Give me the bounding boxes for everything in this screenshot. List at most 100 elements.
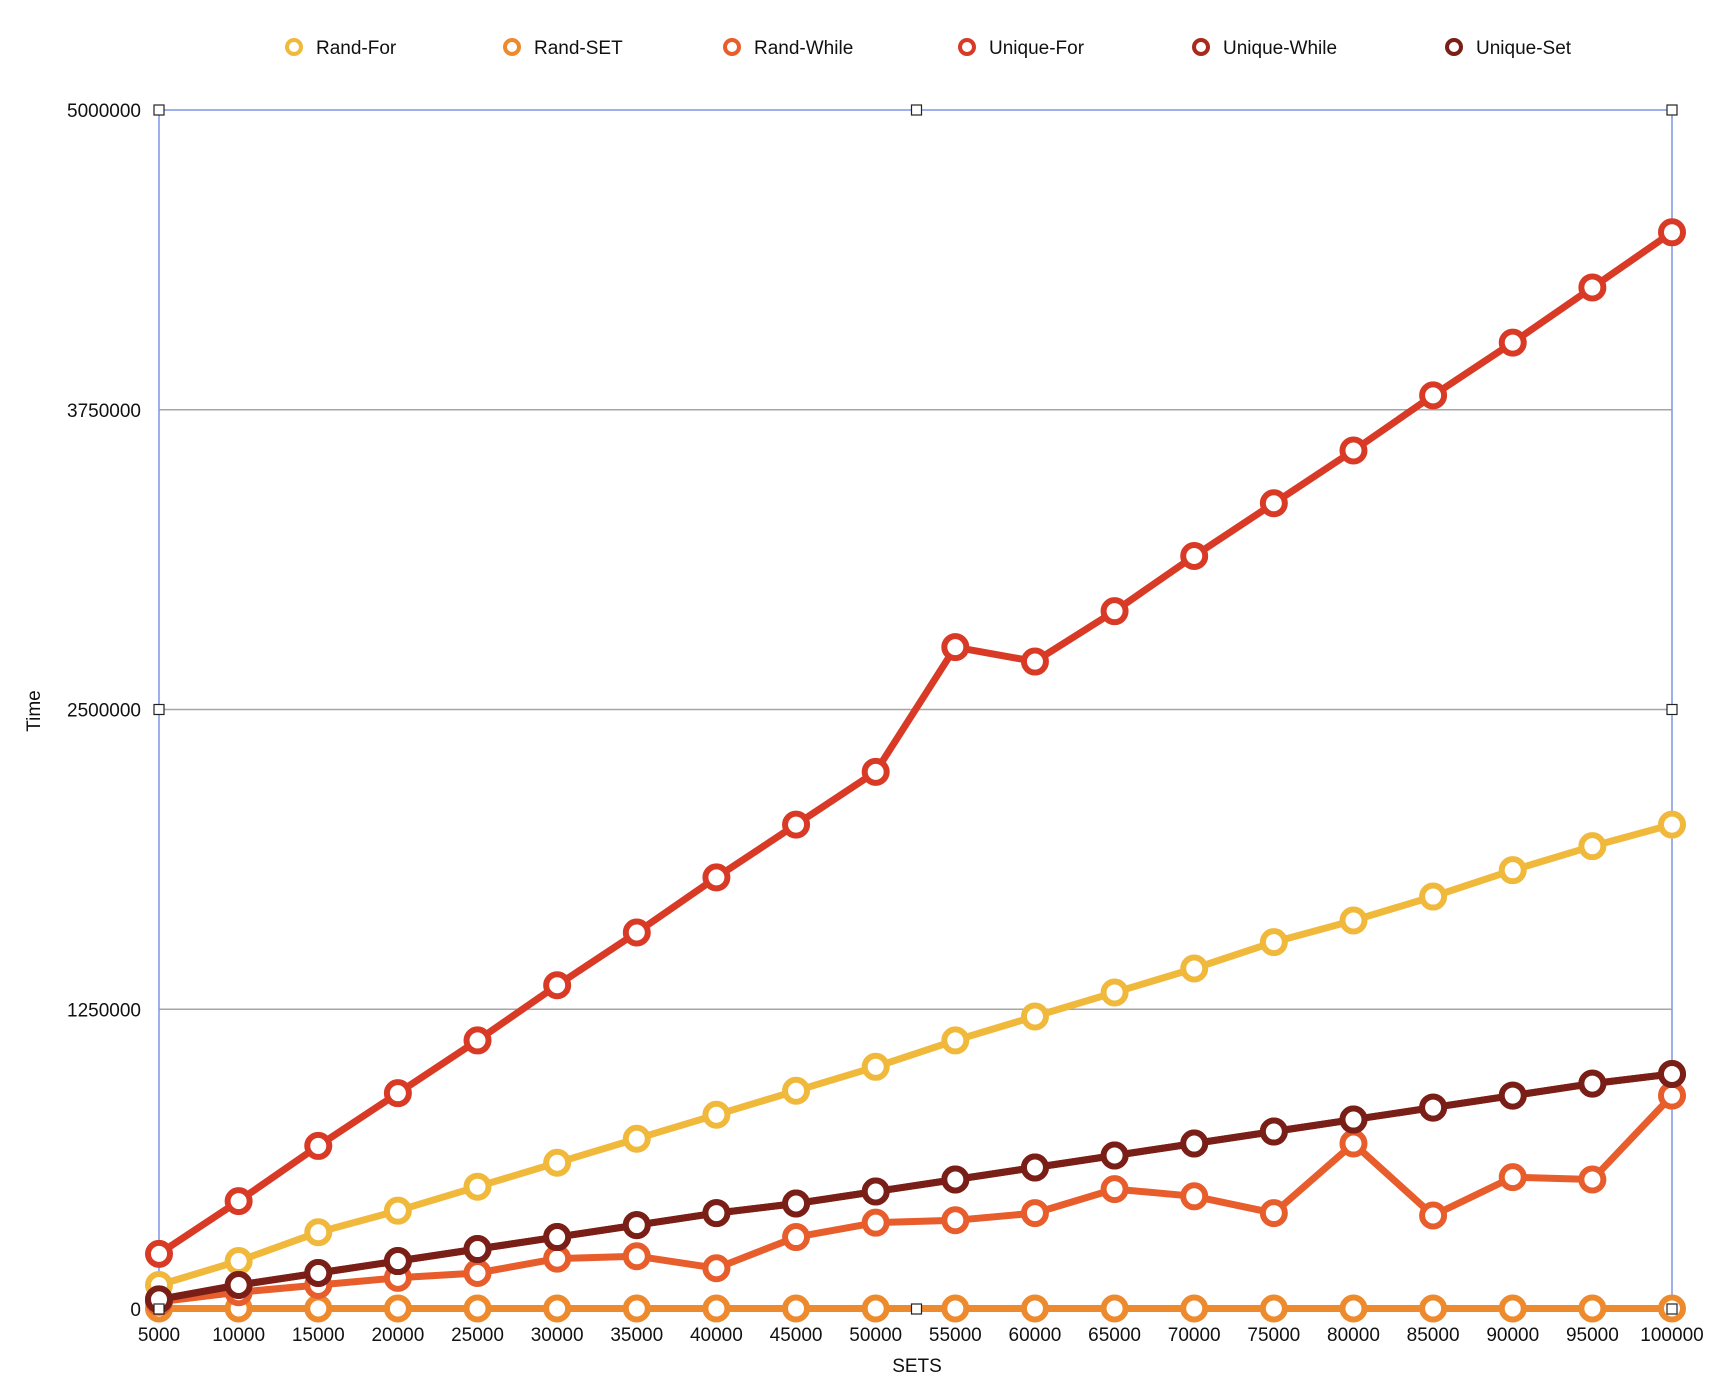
data-point — [1578, 1069, 1607, 1098]
selection-handles[interactable] — [153, 104, 1678, 1315]
data-point — [1419, 1093, 1448, 1122]
data-point — [543, 1294, 572, 1323]
data-point — [1100, 1141, 1129, 1170]
data-point — [1658, 218, 1686, 247]
resize-handle[interactable] — [1666, 703, 1678, 716]
legend-marker — [958, 38, 976, 56]
x-tick-label: 15000 — [292, 1325, 345, 1346]
data-point — [1339, 906, 1368, 935]
x-tick-label: 20000 — [371, 1325, 424, 1346]
data-point — [1578, 832, 1607, 861]
data-point — [622, 918, 651, 947]
data-point — [1498, 1081, 1527, 1110]
data-point — [861, 1052, 890, 1081]
data-point — [941, 1026, 970, 1055]
data-point — [861, 1208, 890, 1237]
x-tick-label: 45000 — [770, 1325, 823, 1346]
y-tick-label: 3750000 — [67, 401, 141, 422]
resize-handle[interactable] — [153, 703, 165, 716]
data-point — [1100, 978, 1129, 1007]
x-tick-label: 35000 — [610, 1325, 663, 1346]
resize-handle[interactable] — [910, 1303, 923, 1315]
data-point — [1419, 1201, 1448, 1230]
data-point — [702, 1254, 731, 1283]
data-point — [702, 1294, 731, 1323]
resize-handle[interactable] — [153, 1303, 165, 1315]
data-point — [861, 1294, 890, 1323]
legend-item: Unique-While — [1192, 38, 1337, 59]
data-point — [702, 863, 731, 892]
data-point — [1100, 1175, 1129, 1204]
x-axis-title: SETS — [892, 1356, 942, 1377]
data-point — [463, 1259, 492, 1288]
x-tick-label: 75000 — [1247, 1325, 1300, 1346]
series-line — [155, 228, 1676, 1258]
data-point — [1419, 882, 1448, 911]
x-tick-label: 55000 — [929, 1325, 982, 1346]
legend-label: Unique-Set — [1476, 38, 1572, 59]
data-point — [1020, 1294, 1049, 1323]
resize-handle[interactable] — [910, 104, 923, 116]
data-point — [1259, 1117, 1288, 1146]
data-point — [543, 971, 572, 1000]
data-point — [1339, 1105, 1368, 1134]
series-unique-for — [145, 218, 1686, 1268]
data-point — [304, 1294, 333, 1323]
data-point — [1419, 1294, 1448, 1323]
data-point — [1658, 1059, 1686, 1088]
data-point — [1578, 273, 1607, 302]
data-point — [463, 1172, 492, 1201]
data-point — [383, 1079, 412, 1108]
resize-handle[interactable] — [1666, 104, 1678, 116]
x-tick-label: 85000 — [1407, 1325, 1460, 1346]
series-rand-while — [145, 1081, 1686, 1316]
resize-handle[interactable] — [153, 104, 165, 116]
data-point — [941, 633, 970, 662]
data-point — [782, 1294, 811, 1323]
legend-item: Unique-For — [958, 38, 1085, 59]
data-point — [1498, 856, 1527, 885]
data-point — [1259, 1199, 1288, 1228]
x-tick-label: 5000 — [138, 1325, 180, 1346]
data-point — [861, 1177, 890, 1206]
data-point — [622, 1211, 651, 1240]
data-point — [1180, 1294, 1209, 1323]
data-point — [782, 810, 811, 839]
data-point — [702, 1199, 731, 1228]
data-point — [1180, 954, 1209, 983]
data-point — [1180, 542, 1209, 571]
data-point — [1020, 1002, 1049, 1031]
data-point — [224, 1187, 253, 1216]
legend-item: Unique-Set — [1445, 38, 1572, 59]
x-tick-label: 90000 — [1486, 1325, 1539, 1346]
data-point — [1020, 1153, 1049, 1182]
resize-handle[interactable] — [1666, 1303, 1678, 1315]
data-point — [224, 1247, 253, 1276]
data-point — [941, 1165, 970, 1194]
data-point — [224, 1271, 253, 1300]
x-tick-label: 70000 — [1168, 1325, 1221, 1346]
data-point — [543, 1148, 572, 1177]
data-point — [1339, 1129, 1368, 1158]
data-point — [782, 1223, 811, 1252]
data-point — [1419, 381, 1448, 410]
data-point — [941, 1206, 970, 1235]
data-point — [145, 1239, 173, 1268]
legend-item: Rand-For — [285, 38, 397, 59]
axes: 0 1250000 2500000 3750000 5000000 5000 10000 15… — [67, 101, 1704, 1346]
data-point — [1020, 1199, 1049, 1228]
data-point — [463, 1294, 492, 1323]
series-unique-set — [145, 1059, 1686, 1314]
x-tick-label: 40000 — [690, 1325, 743, 1346]
data-point — [463, 1235, 492, 1264]
data-point — [383, 1196, 412, 1225]
data-point — [1578, 1294, 1607, 1323]
legend-label: Unique-For — [989, 38, 1085, 59]
data-point — [1578, 1165, 1607, 1194]
y-tick-label: 2500000 — [67, 701, 141, 722]
data-point — [622, 1294, 651, 1323]
data-point — [304, 1218, 333, 1247]
series — [145, 218, 1686, 1323]
